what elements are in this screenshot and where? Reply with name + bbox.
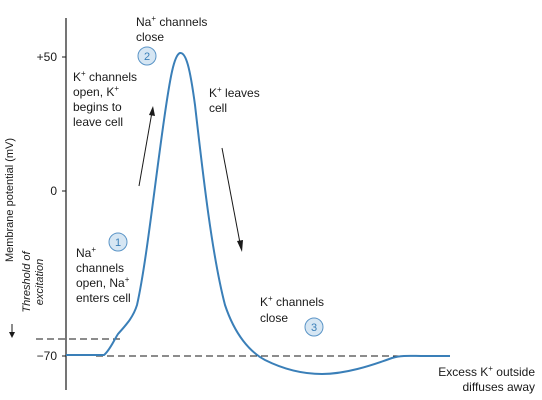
label-na-channels-open-line4: enters cell [76,291,131,305]
threshold-label-line1: Threshold of [21,250,33,312]
step-badge-2: 2 [137,46,157,66]
tick-label-zero: 0 [50,184,57,198]
label-k-leaves-cell: K+ leaves [209,85,260,100]
step-number-1: 1 [115,237,121,249]
action-potential-curve [66,52,450,376]
label-k-channels-open-line4: leave cell [73,115,123,129]
label-excess-k-outside: Excess K+ outside [438,364,535,379]
label-k-leaves-cell-line2: cell [209,101,227,115]
label-k-channels-close-line2: close [260,311,288,325]
tick-label-plus50: +50 [37,50,58,64]
label-k-channels-close: K+ channels [260,294,324,309]
label-na-channels-open-line2: channels [76,261,124,275]
threshold-label-line2: excitation [34,259,46,305]
rising-arrow-head [149,106,155,116]
label-excess-k-outside-line2: diffuses away [463,380,536,394]
label-k-channels-open-line2: open, K+ [73,84,119,99]
label-na-channels-close: Na+ channels [136,14,207,29]
y-axis-title: Membrane potential (mV) [4,138,16,262]
label-na-channels-close-line2: close [136,30,164,44]
label-k-channels-open-line3: begins to [73,100,122,114]
falling-arrow-head [237,240,243,252]
label-k-channels-open: K+ channels [73,69,137,84]
rising-arrow [138,111,153,187]
falling-arrow [221,147,241,244]
step-number-3: 3 [311,322,317,334]
label-na-channels-open: Na+ [76,245,96,260]
step-badge-3: 3 [304,317,324,337]
label-na-channels-open-line3: open, Na+ [76,275,130,290]
threshold-arrow-head [9,332,15,338]
step-badge-1: 1 [108,232,128,252]
step-number-2: 2 [144,51,150,63]
tick-label-minus70: −70 [37,349,58,363]
